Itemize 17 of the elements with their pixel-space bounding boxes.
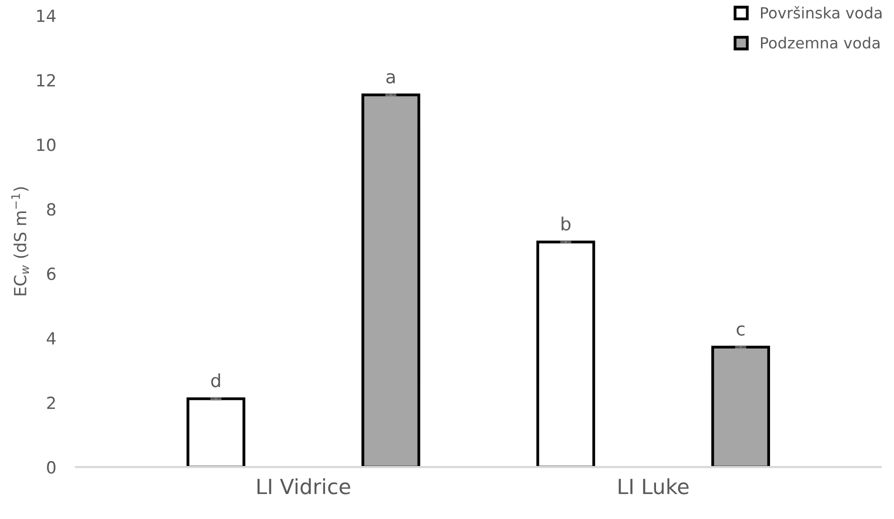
y-tick-label: 0 (47, 461, 56, 474)
y-tick-label: 4 (46, 332, 56, 344)
data-label: a (386, 73, 395, 84)
y-axis-title: EC$_{w}$ (dS m$^{−1}$) (11, 187, 29, 296)
y-tick-label: 12 (37, 74, 55, 86)
y-tick-label: 8 (47, 203, 56, 216)
y-tick-label: 14 (37, 10, 56, 22)
data-label: d (211, 373, 220, 388)
legend-label: Površinska voda (761, 6, 882, 19)
data-label: c (736, 325, 745, 336)
x-tick-label: LI Vidrice (258, 478, 350, 494)
data-label: b (562, 216, 570, 231)
legend-label: Podzemna voda (761, 36, 880, 49)
y-tick-label: 2 (47, 396, 55, 409)
x-tick-label: LI Luke (618, 478, 689, 494)
y-tick-label: 6 (47, 268, 56, 280)
y-tick-label: 10 (37, 138, 56, 152)
